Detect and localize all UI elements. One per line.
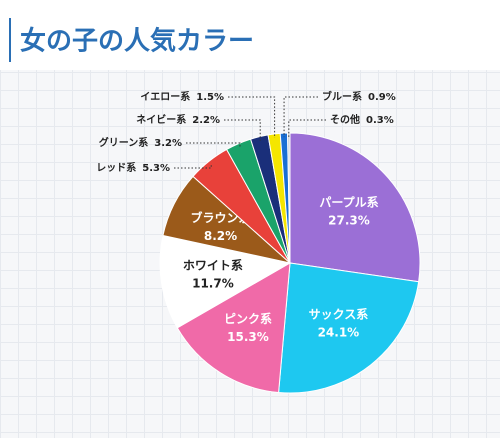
slice-value: 15.3% [227,330,269,344]
slice-label: グリーン系 3.2% [99,136,182,149]
slice-category: ピンク系 [224,311,272,326]
slice-label: ブルー系 0.9% [322,90,396,103]
leader-line [228,96,276,138]
slice-category: ネイビー系 [136,113,186,126]
slice-category: サックス系 [309,307,369,322]
leader-line [174,164,212,169]
slice-value: 27.3% [328,213,370,227]
slice-value: 0.3% [366,115,394,126]
slice-value: 5.3% [142,163,170,174]
chart-title: 女の子の人気カラー [20,26,254,57]
slice-value: 8.2% [204,229,237,243]
slice-label: イエロー系 1.5% [140,90,224,103]
pie-slice [278,262,420,394]
leader-line [283,96,318,138]
slice-label: ネイビー系 2.2% [136,113,220,126]
slice-value: 3.2% [154,138,182,149]
slice-label: その他 0.3% [330,113,394,126]
slice-category: イエロー系 [140,90,190,103]
pie-slice [176,262,291,394]
slice-value: 0.9% [368,92,396,103]
pie-slice [159,234,292,329]
slice-category: グリーン系 [99,136,149,149]
pie-slice [289,132,421,283]
header-band [0,0,500,70]
slice-value: 2.2% [192,115,220,126]
slice-category: ホワイト系 [183,257,243,272]
slice-category: レッド系 [96,161,136,174]
slice-category: ブルー系 [322,90,362,103]
leader-line [224,119,261,141]
slice-value: 11.7% [192,276,234,290]
slice-value: 1.5% [196,92,224,103]
slice-value: 24.1% [318,326,360,340]
slice-category: パープル系 [319,194,378,209]
slice-category: その他 [330,113,360,126]
leader-line [186,142,241,148]
slice-label: レッド系 5.3% [96,161,170,174]
